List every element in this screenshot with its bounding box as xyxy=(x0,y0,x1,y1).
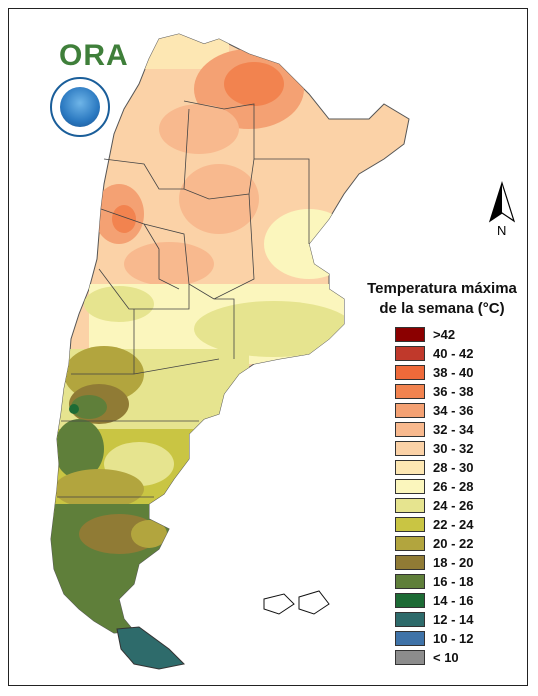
legend-label: 26 - 28 xyxy=(433,479,474,494)
legend-label: 32 - 34 xyxy=(433,422,474,437)
legend-label: 40 - 42 xyxy=(433,346,474,361)
legend-label: 18 - 20 xyxy=(433,555,474,570)
legend-item: 24 - 26 xyxy=(395,496,473,515)
legend-label: 30 - 32 xyxy=(433,441,474,456)
ora-logo: ORA xyxy=(59,39,129,72)
legend-label: 22 - 24 xyxy=(433,517,474,532)
legend: >42 40 - 42 38 - 40 36 - 38 34 - 36 32 - 34 30… xyxy=(395,325,473,667)
legend-item: 34 - 36 xyxy=(395,401,473,420)
legend-item: 20 - 22 xyxy=(395,534,473,553)
legend-item: 16 - 18 xyxy=(395,572,473,591)
legend-label: >42 xyxy=(433,327,456,342)
legend-label: 10 - 12 xyxy=(433,631,474,646)
legend-swatch xyxy=(395,631,425,646)
legend-item: 32 - 34 xyxy=(395,420,473,439)
legend-label: 34 - 36 xyxy=(433,403,474,418)
legend-title: Temperatura máxima de la semana (°C) xyxy=(349,279,535,319)
province-borders xyxy=(57,100,310,498)
north-arrow-icon xyxy=(488,181,516,223)
legend-swatch xyxy=(395,460,425,475)
legend-swatch xyxy=(395,422,425,437)
legend-item: 12 - 14 xyxy=(395,610,473,629)
legend-label: 28 - 30 xyxy=(433,460,474,475)
legend-title-line2: de la semana (°C) xyxy=(379,300,505,317)
legend-item: 10 - 12 xyxy=(395,629,473,648)
legend-item: 14 - 16 xyxy=(395,591,473,610)
legend-swatch xyxy=(395,593,425,608)
legend-label: 20 - 22 xyxy=(433,536,474,551)
legend-label: 12 - 14 xyxy=(433,612,474,627)
legend-item: 26 - 28 xyxy=(395,477,473,496)
legend-label: 16 - 18 xyxy=(433,574,474,589)
legend-title-line1: Temperatura máxima xyxy=(367,280,517,297)
legend-item: 18 - 20 xyxy=(395,553,473,572)
legend-item: 22 - 24 xyxy=(395,515,473,534)
legend-label: 14 - 16 xyxy=(433,593,474,608)
legend-swatch xyxy=(395,555,425,570)
legend-label: 36 - 38 xyxy=(433,384,474,399)
legend-label: < 10 xyxy=(433,650,459,665)
legend-item: 30 - 32 xyxy=(395,439,473,458)
legend-swatch xyxy=(395,517,425,532)
legend-swatch xyxy=(395,441,425,456)
malvinas-islands xyxy=(263,590,330,615)
legend-item: 40 - 42 xyxy=(395,344,473,363)
map-frame: ORA N Temperatura máxima de la semana (°… xyxy=(8,8,528,686)
legend-swatch xyxy=(395,365,425,380)
legend-label: 38 - 40 xyxy=(433,365,474,380)
legend-swatch xyxy=(395,384,425,399)
legend-label: 24 - 26 xyxy=(433,498,474,513)
temperature-map xyxy=(50,33,410,670)
legend-swatch xyxy=(395,612,425,627)
legend-item: >42 xyxy=(395,325,473,344)
legend-item: 38 - 40 xyxy=(395,363,473,382)
meteorological-service-seal-icon xyxy=(50,77,110,137)
legend-swatch xyxy=(395,346,425,361)
legend-swatch xyxy=(395,536,425,551)
legend-swatch xyxy=(395,327,425,342)
legend-swatch xyxy=(395,650,425,665)
legend-swatch xyxy=(395,479,425,494)
legend-swatch xyxy=(395,574,425,589)
tierra-del-fuego xyxy=(116,626,186,670)
legend-item: < 10 xyxy=(395,648,473,667)
legend-swatch xyxy=(395,498,425,513)
legend-item: 28 - 30 xyxy=(395,458,473,477)
legend-item: 36 - 38 xyxy=(395,382,473,401)
legend-swatch xyxy=(395,403,425,418)
north-label: N xyxy=(497,223,507,238)
